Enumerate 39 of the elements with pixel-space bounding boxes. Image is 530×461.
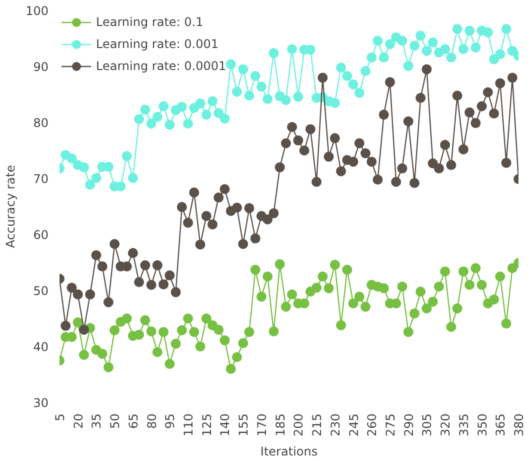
- x-tick-label: 380: [512, 414, 526, 436]
- x-tick-label: 200: [292, 414, 306, 436]
- x-tick-label: 50: [108, 413, 122, 429]
- x-tick-label: 350: [475, 414, 490, 436]
- x-tick-label: 140: [218, 414, 232, 436]
- x-tick-label: 20: [71, 413, 86, 429]
- x-tick-label: 290: [402, 414, 416, 436]
- x-tick-label: 95: [163, 413, 178, 429]
- x-tick-label: 230: [328, 414, 342, 436]
- x-tick-label: 80: [144, 413, 159, 429]
- y-tick-label: 90: [33, 60, 49, 74]
- x-tick-label: 155: [236, 414, 251, 436]
- y-tick-label: 80: [33, 116, 49, 130]
- x-tick-label: 335: [456, 414, 471, 436]
- x-tick-label: 110: [182, 414, 196, 436]
- x-tick-label: 35: [90, 413, 104, 429]
- legend-label: Learning rate: 0.1: [96, 15, 204, 29]
- x-tick-label: 5: [53, 413, 67, 422]
- x-tick-label: 125: [200, 414, 214, 436]
- x-tick-label: 320: [438, 414, 453, 436]
- x-tick-label: 215: [310, 414, 324, 436]
- y-tick-label: 60: [33, 228, 49, 242]
- x-axis-title: Iterations: [260, 444, 318, 458]
- x-tick-label: 245: [346, 414, 361, 436]
- x-tick-label: 365: [494, 414, 508, 436]
- y-tick-label: 50: [33, 284, 49, 298]
- x-tick-label: 275: [383, 414, 398, 436]
- y-axis-title: Accuracy rate: [4, 165, 18, 248]
- y-tick-label: 70: [33, 172, 49, 186]
- legend-label: Learning rate: 0.001: [96, 37, 218, 51]
- x-tick-label: 185: [273, 414, 288, 436]
- x-tick-label: 170: [254, 414, 269, 436]
- legend-label: Learning rate: 0.0001: [96, 59, 226, 73]
- y-tick-label: 100: [26, 4, 48, 18]
- x-tick-label: 65: [126, 413, 140, 429]
- x-tick-label: 305: [420, 414, 434, 436]
- y-tick-label: 30: [33, 396, 49, 410]
- y-tick-label: 40: [33, 340, 49, 354]
- x-tick-label: 260: [365, 414, 380, 436]
